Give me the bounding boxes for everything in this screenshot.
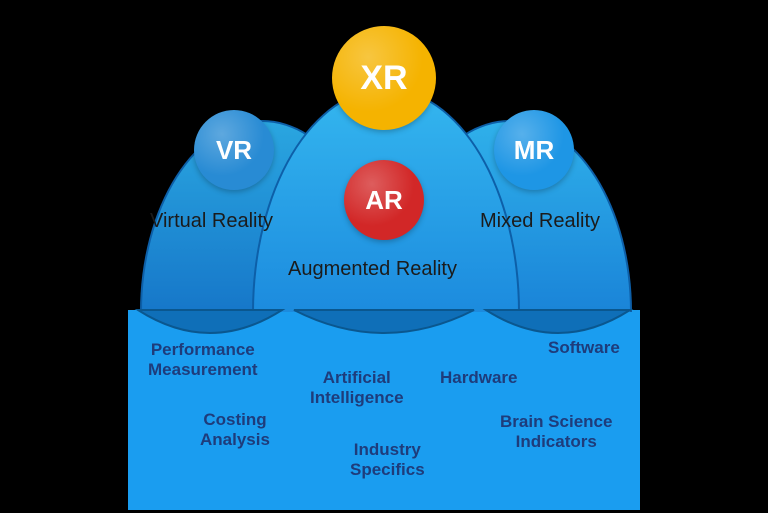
mr-badge-label: MR <box>514 135 554 166</box>
vr-badge-label: VR <box>216 135 252 166</box>
pool-label-brain: Brain ScienceIndicators <box>500 412 612 451</box>
ar-badge-label: AR <box>365 185 403 216</box>
ar-badge: AR <box>344 160 424 240</box>
diagram-stage: Virtual Reality Mixed Reality Augmented … <box>0 0 768 513</box>
mr-badge: MR <box>494 110 574 190</box>
pool-label-performance: PerformanceMeasurement <box>148 340 258 379</box>
pool-label-ai: ArtificialIntelligence <box>310 368 404 407</box>
pool-label-costing: CostingAnalysis <box>200 410 270 449</box>
vr-badge: VR <box>194 110 274 190</box>
pool-label-software: Software <box>548 338 620 358</box>
pool-label-hardware: Hardware <box>440 368 517 388</box>
pool-label-industry: IndustrySpecifics <box>350 440 425 479</box>
xr-badge: XR <box>332 26 436 130</box>
xr-badge-label: XR <box>360 59 407 98</box>
